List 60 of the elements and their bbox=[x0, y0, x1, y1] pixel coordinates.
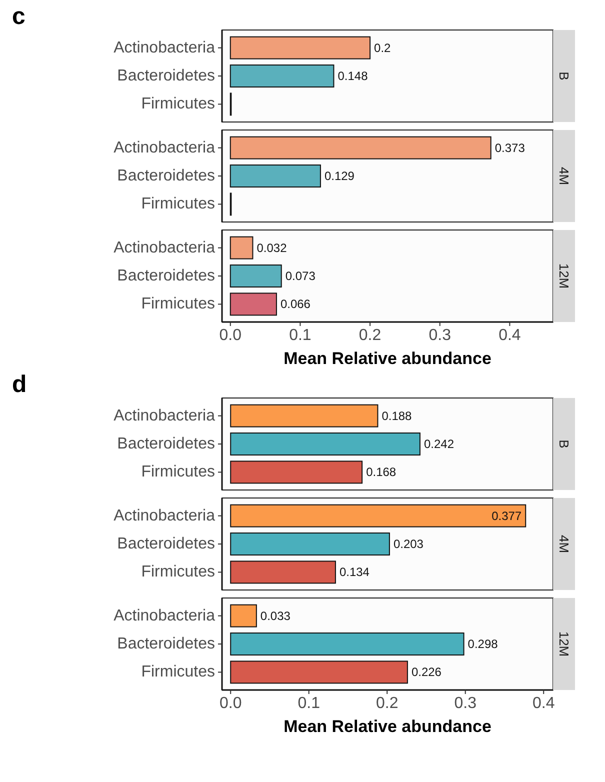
data-label: 0.377 bbox=[492, 508, 522, 523]
y-tick-label: Firmicutes bbox=[141, 564, 215, 581]
data-label: 0.129 bbox=[324, 169, 355, 183]
y-tick-label: Bacteroidetes bbox=[117, 636, 215, 652]
x-tick-label: 0.3 bbox=[428, 327, 452, 344]
data-label: 0.298 bbox=[468, 637, 498, 651]
data-label: 0.168 bbox=[366, 465, 396, 480]
y-tick-label: Actinobacteria bbox=[114, 39, 216, 56]
y-tick-label: Bacteroidetes bbox=[117, 68, 215, 84]
text: 12M bbox=[556, 631, 572, 657]
y-tick-label: Firmicutes bbox=[141, 464, 215, 481]
x-axis-title: Mean Relative abundance bbox=[284, 717, 492, 736]
y-tick-label: Firmicutes bbox=[141, 96, 215, 113]
data-label: 0.066 bbox=[280, 297, 311, 312]
y-tick-label: Actinobacteria bbox=[114, 239, 216, 256]
bar bbox=[230, 264, 282, 288]
data-label: 0.073 bbox=[285, 269, 316, 283]
y-tick-label: Firmicutes bbox=[141, 196, 215, 213]
text: B bbox=[556, 440, 572, 448]
text: B bbox=[556, 72, 572, 80]
y-tick-label: Bacteroidetes bbox=[117, 268, 215, 284]
x-tick-label: 0.2 bbox=[358, 327, 382, 344]
text: 4M bbox=[556, 166, 572, 186]
x-tick-label: 0.2 bbox=[376, 695, 398, 712]
data-label: 0.242 bbox=[424, 437, 454, 451]
data-label: 0.203 bbox=[393, 537, 424, 551]
y-tick-label: Actinobacteria bbox=[114, 139, 216, 156]
text: 12M bbox=[556, 263, 572, 289]
y-tick-label: Firmicutes bbox=[141, 664, 215, 681]
y-tick-label: Actinobacteria bbox=[114, 407, 216, 424]
x-tick-label: 0.1 bbox=[298, 695, 320, 712]
text: 4M bbox=[556, 534, 572, 554]
data-label: 0.373 bbox=[494, 140, 526, 155]
data-label: 0.134 bbox=[339, 565, 370, 580]
x-axis-title: Mean Relative abundance bbox=[284, 349, 492, 368]
x-tick-label: 0.0 bbox=[219, 327, 242, 344]
bar bbox=[230, 660, 408, 684]
bar bbox=[230, 604, 257, 628]
data-label: 0.226 bbox=[411, 665, 442, 680]
x-tick-label: 0.0 bbox=[219, 695, 242, 712]
x-tick-label: 0.4 bbox=[532, 695, 555, 712]
y-tick-label: Bacteroidetes bbox=[117, 168, 215, 184]
data-label: 0.033 bbox=[260, 608, 291, 623]
y-tick-label: Firmicutes bbox=[141, 296, 215, 313]
x-tick-label: 0.3 bbox=[454, 695, 477, 712]
text: d bbox=[12, 371, 27, 398]
bar bbox=[230, 292, 277, 316]
y-tick-label: Actinobacteria bbox=[114, 607, 216, 624]
x-tick-label: 0.4 bbox=[498, 327, 521, 344]
y-tick-label: Actinobacteria bbox=[114, 507, 216, 524]
text: c bbox=[12, 3, 26, 30]
y-tick-label: Bacteroidetes bbox=[117, 536, 215, 552]
y-tick-label: Bacteroidetes bbox=[117, 436, 215, 452]
data-label: 0.148 bbox=[338, 69, 368, 83]
bar bbox=[230, 236, 254, 260]
data-label: 0.2 bbox=[374, 40, 392, 55]
data-label: 0.032 bbox=[256, 240, 288, 255]
data-label: 0.188 bbox=[382, 408, 412, 423]
bar bbox=[230, 632, 464, 656]
x-tick-label: 0.1 bbox=[289, 327, 312, 344]
